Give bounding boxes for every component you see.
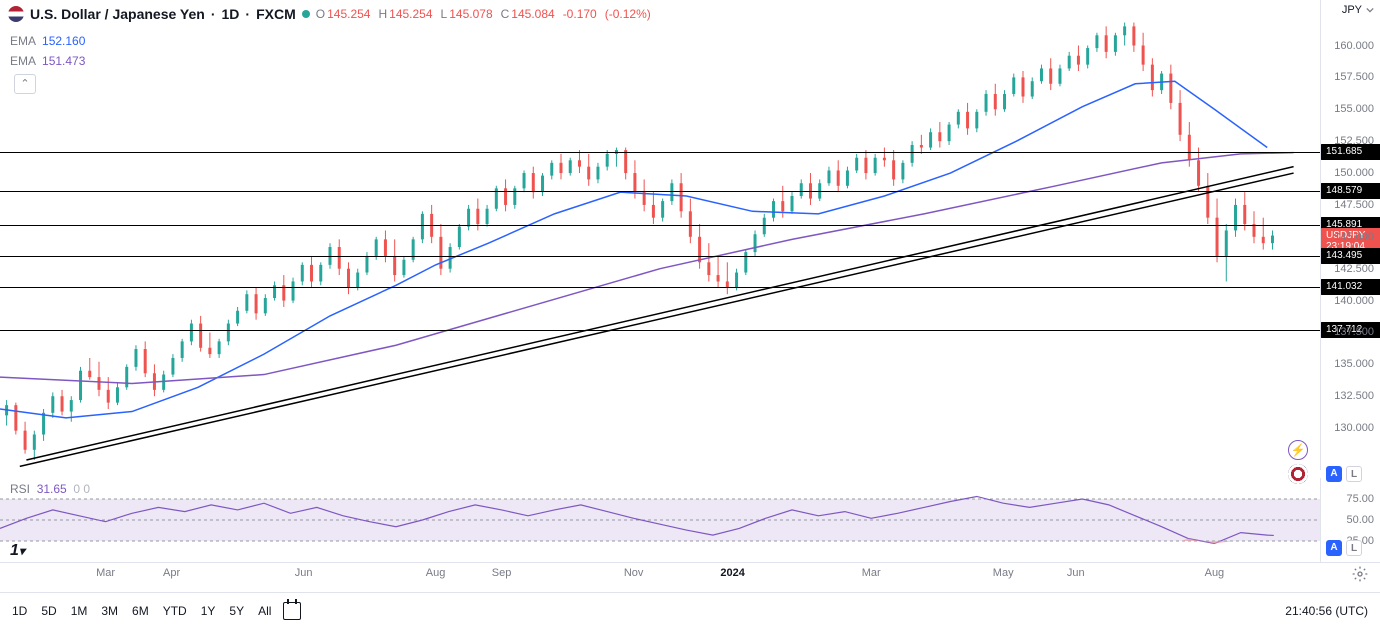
x-tick: 2024	[720, 567, 744, 579]
log-badge[interactable]: L	[1346, 540, 1362, 556]
y-tick: 147.500	[1334, 199, 1374, 211]
x-tick: Nov	[624, 567, 644, 579]
y-tick: 142.500	[1334, 263, 1374, 275]
auto-badge[interactable]: A	[1326, 540, 1342, 556]
horizontal-line[interactable]	[0, 330, 1320, 331]
price-y-axis[interactable]: JPY 130.000 132.500 135.000 137.500 140.000 1…	[1320, 0, 1380, 470]
timeframe-1D[interactable]: 1D	[12, 604, 27, 618]
x-tick: Jun	[295, 567, 313, 579]
bottom-toolbar: 1D 5D 1M 3M 6M YTD 1Y 5Y All 21:40:56 (UTC)	[0, 592, 1380, 628]
tradingview-logo[interactable]: 1▾	[10, 542, 25, 560]
alert-icon[interactable]: ⚡	[1288, 440, 1308, 460]
trading-chart-root: { "header": { "symbol_title": "U.S. Doll…	[0, 0, 1380, 628]
x-tick: Aug	[1205, 567, 1225, 579]
horizontal-line[interactable]	[0, 287, 1320, 288]
x-tick: Sep	[492, 567, 512, 579]
x-tick: Mar	[862, 567, 881, 579]
rsi-tick: 50.00	[1346, 514, 1374, 526]
y-tick: 135.000	[1334, 358, 1374, 370]
clock: 21:40:56 (UTC)	[1285, 604, 1368, 618]
y-tick: 130.000	[1334, 422, 1374, 434]
timeframe-5D[interactable]: 5D	[41, 604, 56, 618]
y-tick: 152.500	[1334, 135, 1374, 147]
timeframe-All[interactable]: All	[258, 604, 271, 618]
y-tick: 132.500	[1334, 390, 1374, 402]
y-tick: 157.500	[1334, 71, 1374, 83]
rsi-svg	[0, 478, 1320, 562]
rsi-tick: 75.00	[1346, 493, 1374, 505]
x-tick: Mar	[96, 567, 115, 579]
settings-icon[interactable]	[1352, 566, 1368, 582]
chevron-down-icon	[1366, 6, 1374, 14]
y-tick: 145.000	[1334, 231, 1374, 243]
price-chart[interactable]	[0, 0, 1320, 470]
timeframe-buttons: 1D 5D 1M 3M 6M YTD 1Y 5Y All	[12, 604, 271, 618]
rsi-pane[interactable]	[0, 478, 1320, 562]
y-tick: 150.000	[1334, 167, 1374, 179]
x-tick: Aug	[426, 567, 446, 579]
horizontal-line[interactable]	[0, 225, 1320, 226]
x-tick: Jun	[1067, 567, 1085, 579]
y-tick: 155.000	[1334, 103, 1374, 115]
goto-date-icon[interactable]	[283, 602, 301, 620]
timeframe-YTD[interactable]: YTD	[163, 604, 187, 618]
x-tick: Apr	[163, 567, 180, 579]
price-chart-svg	[0, 0, 1320, 470]
time-x-axis[interactable]: Mar Apr Jun Aug Sep Nov 2024 Mar May Jun Aug	[0, 562, 1380, 586]
y-tick: 160.000	[1334, 40, 1374, 52]
horizontal-line[interactable]	[0, 152, 1320, 153]
timeframe-5Y[interactable]: 5Y	[229, 604, 244, 618]
timeframe-1M[interactable]: 1M	[71, 604, 88, 618]
y-axis-unit[interactable]: JPY	[1342, 4, 1374, 16]
x-tick: May	[993, 567, 1014, 579]
timeframe-1Y[interactable]: 1Y	[201, 604, 216, 618]
y-tick: 140.000	[1334, 295, 1374, 307]
timeframe-3M[interactable]: 3M	[101, 604, 118, 618]
y-tick: 137.500	[1334, 326, 1374, 338]
horizontal-line[interactable]	[0, 191, 1320, 192]
timeframe-6M[interactable]: 6M	[132, 604, 149, 618]
horizontal-line[interactable]	[0, 256, 1320, 257]
